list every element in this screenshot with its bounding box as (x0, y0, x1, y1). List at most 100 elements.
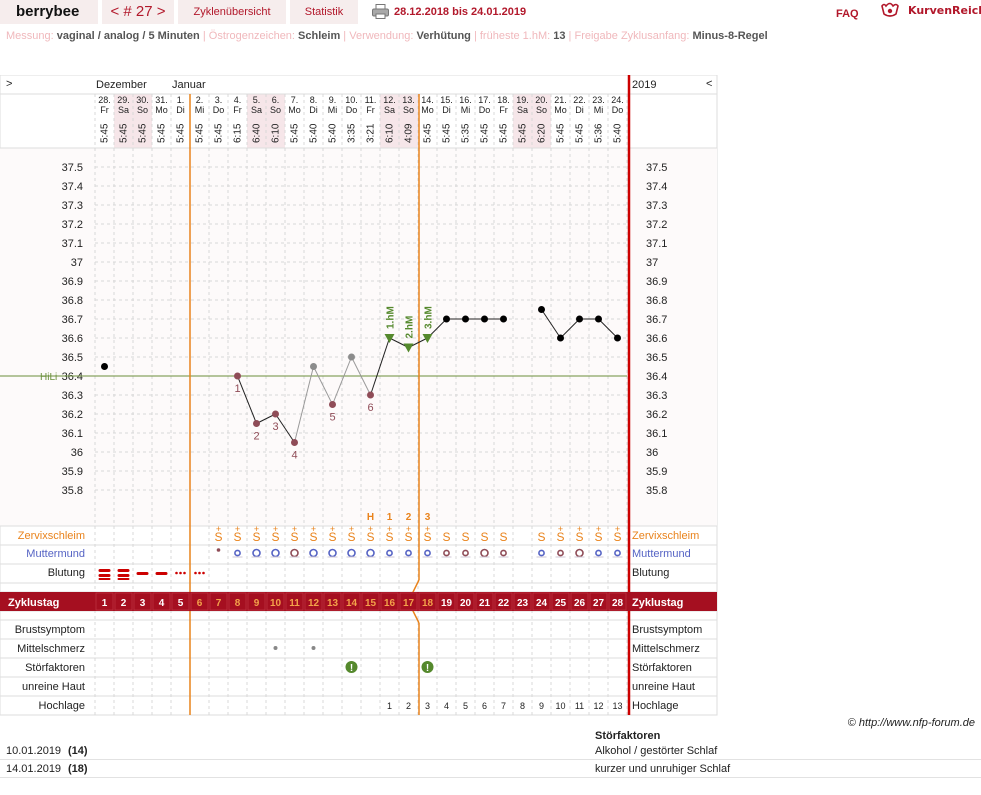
row-label-right-haut: unreine Haut (632, 681, 695, 693)
bleeding-marker (117, 569, 130, 572)
y-tick-left: 36.4 (62, 371, 83, 383)
cycle-day-cell (171, 592, 190, 611)
cycle-day-number: 19 (441, 598, 453, 609)
measure-time: 6:10 (385, 123, 396, 143)
day-date: 24. (611, 95, 624, 105)
cycle-day-cell (114, 592, 133, 611)
temperature-point (272, 410, 279, 418)
weekend-shade (266, 94, 285, 148)
day-weekday: So (403, 105, 414, 115)
day-weekday: Mi (594, 105, 604, 115)
cycle-day-cell (152, 592, 171, 611)
bleeding-marker (136, 572, 149, 575)
day-weekday: Sa (251, 105, 262, 115)
weekend-shade (247, 94, 266, 148)
notes-header: Störfaktoren (595, 730, 661, 742)
row-label-hochlage: Hochlage (39, 700, 85, 712)
mucus-symbol: S (613, 530, 621, 544)
info-value: Schleim (298, 30, 341, 42)
temperature-point (443, 315, 450, 323)
temperature-point (595, 315, 602, 323)
mucus-plus-symbol: + (273, 524, 278, 534)
chart-scroll-right-button[interactable]: < (706, 78, 712, 90)
printer-icon[interactable] (372, 4, 389, 19)
temperature-line-segment (351, 356, 371, 396)
statistics-button[interactable]: Statistik (290, 0, 358, 24)
cycle-day-number: 3 (140, 598, 146, 609)
day-date: 13. (402, 95, 415, 105)
cycle-day-number: 18 (422, 598, 434, 609)
temperature-point (481, 315, 488, 323)
cycle-day-number: 10 (270, 598, 282, 609)
hochlage-number: 8 (520, 701, 525, 711)
day-weekday: Mo (155, 105, 168, 115)
year-label: 2019 (632, 79, 656, 91)
cycle-overview-button[interactable]: Zyklenübersicht (178, 0, 286, 24)
kurvenreich-logo-icon[interactable] (880, 2, 980, 20)
day-weekday: Sa (118, 105, 129, 115)
low-measurement-label: 5 (329, 412, 335, 424)
day-date: 19. (516, 95, 529, 105)
mucus-symbol: S (537, 530, 545, 544)
hili-label: HiLi (40, 372, 57, 383)
y-tick-left: 36.2 (62, 409, 83, 421)
day-date: 21. (554, 95, 567, 105)
cervix-marker (443, 549, 450, 557)
note-row: 14.01.2019 (18) kurzer und unruhiger Sch… (0, 760, 981, 778)
info-label: Messung: (6, 30, 57, 42)
mittelschmerz-dot (311, 646, 316, 650)
mucus-symbol: S (442, 530, 450, 544)
note-cycle-day: (14) (68, 745, 88, 757)
prev-cycle-button[interactable]: < (110, 3, 120, 20)
y-tick-left: 35.9 (62, 466, 83, 478)
mucus-symbol: S (271, 530, 279, 544)
y-tick-left: 37.5 (62, 162, 83, 174)
measure-time: 5:45 (138, 123, 149, 143)
cycle-day-cell (304, 592, 323, 611)
mucus-symbol: S (290, 530, 298, 544)
high-measurement-marker (384, 334, 395, 343)
temperature-line-segment (256, 413, 276, 424)
y-tick-right: 36.2 (646, 409, 667, 421)
cycle-day-number: 2 (121, 598, 127, 609)
mucus-plus-symbol: + (330, 524, 335, 534)
mucus-plus-symbol: + (311, 524, 316, 534)
cervix-marker (462, 549, 469, 557)
mucus-plus-symbol: + (349, 524, 354, 534)
bleeding-marker (117, 574, 130, 577)
mucus-plus-symbol: + (558, 524, 563, 534)
temperature-point (614, 334, 621, 342)
cycle-day-cell (95, 592, 114, 611)
day-date: 15. (440, 95, 453, 105)
day-weekday: Fr (100, 105, 109, 115)
mucus-plus-symbol: + (577, 524, 582, 534)
info-separator: | (565, 30, 575, 42)
note-row: 10.01.2019 (14) Alkohol / gestörter Schl… (0, 742, 981, 760)
day-weekday: Mo (288, 105, 301, 115)
day-date: 8. (310, 95, 318, 105)
mucus-plus-symbol: + (596, 524, 601, 534)
bleeding-marker (175, 571, 178, 575)
row-label-right-muttermund: Muttermund (632, 548, 691, 560)
mucus-symbol: S (385, 530, 393, 544)
day-date: 2. (196, 95, 204, 105)
temperature-point (538, 306, 545, 313)
chart-scroll-left-button[interactable]: > (6, 78, 12, 90)
temperature-line-segment (598, 318, 618, 339)
weekend-shade (133, 94, 152, 148)
cervix-marker (595, 549, 602, 557)
cycle-day-cell (475, 592, 494, 611)
measure-time: 6:15 (233, 123, 244, 143)
cycle-day-cell (190, 592, 209, 611)
note-cycle-day: (18) (68, 763, 88, 775)
y-tick-right: 37 (646, 257, 658, 269)
day-date: 20. (535, 95, 548, 105)
temperature-point (291, 439, 298, 446)
row-label-haut: unreine Haut (22, 681, 85, 693)
next-cycle-button[interactable]: > (156, 3, 166, 20)
cycle-day-number: 27 (593, 598, 605, 609)
cycle-day-cell (608, 592, 627, 611)
faq-link[interactable]: FAQ (836, 8, 859, 20)
mucus-plus-symbol: + (615, 524, 620, 534)
row-label-right-blutung: Blutung (632, 567, 669, 579)
